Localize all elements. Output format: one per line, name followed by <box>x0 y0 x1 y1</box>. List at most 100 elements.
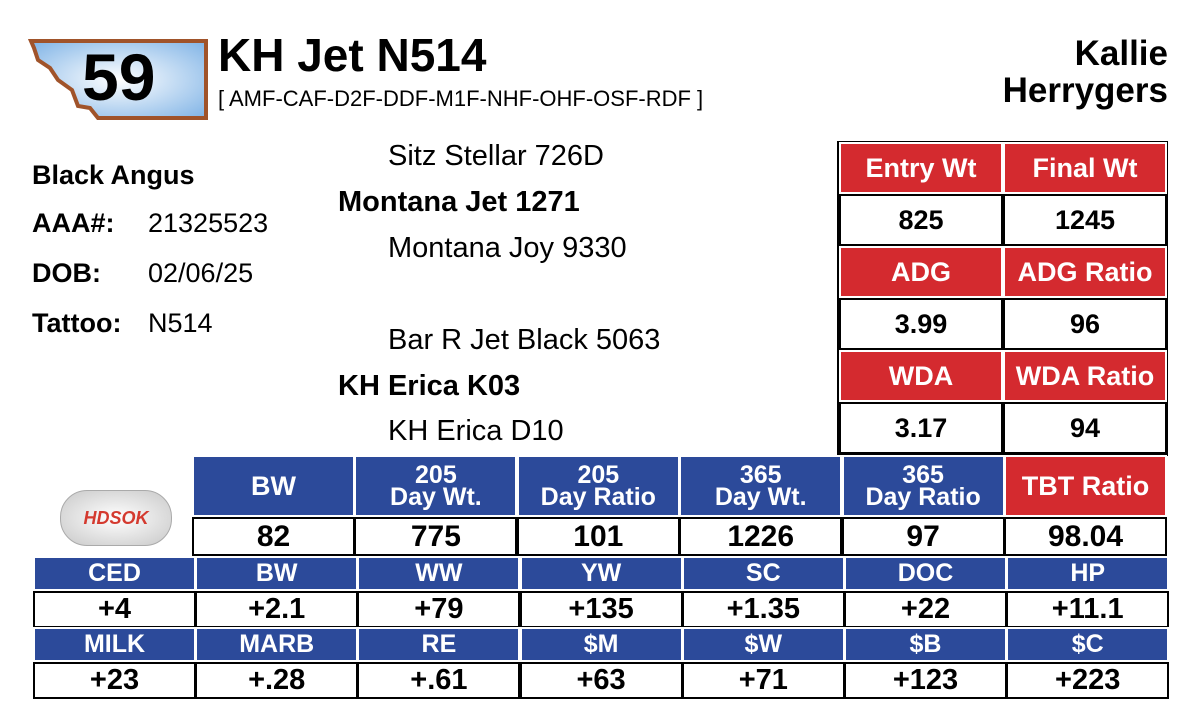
cell-text: Final Wt <box>1032 152 1138 183</box>
performance-header: BW <box>192 455 355 517</box>
cell-text: 365 <box>902 460 944 489</box>
cell-text: +22 <box>900 593 951 626</box>
info-value: 21325523 <box>148 208 269 238</box>
epd-header: BW <box>195 556 359 591</box>
epd-header: HP <box>1006 556 1170 591</box>
performance-value: 101 <box>516 517 680 556</box>
epd-value: +63 <box>519 662 683 699</box>
info-value: N514 <box>148 308 213 338</box>
cell-text: 96 <box>1069 308 1101 339</box>
performance-value: 98.04 <box>1004 517 1167 556</box>
breed: Black Angus <box>32 160 195 190</box>
pedigree-name: Bar R Jet Black 5063 <box>388 324 661 356</box>
cell-text: BW <box>251 470 296 501</box>
performance-value: 82 <box>192 517 355 556</box>
epd-value: +223 <box>1006 662 1170 699</box>
pedigree-name: Montana Jet 1271 <box>338 186 580 218</box>
cell-text: +71 <box>738 664 788 697</box>
cell-text: BW <box>255 559 298 588</box>
epd-header: $B <box>844 627 1007 662</box>
test-header: Entry Wt <box>839 142 1003 194</box>
owner: Kallie <box>1074 34 1168 73</box>
epd-header: $C <box>1006 627 1170 662</box>
test-header: WDA Ratio <box>1003 350 1167 402</box>
epd-value: +4 <box>33 591 196 628</box>
performance-header: 365 Day Ratio <box>841 455 1005 517</box>
epd-value: +22 <box>844 591 1007 628</box>
cell-text: $C <box>1071 630 1104 659</box>
cell-text: 205 <box>415 460 457 489</box>
cell-text: 98.04 <box>1047 520 1124 553</box>
epd-header: CED <box>33 556 196 591</box>
cell-text: 3.99 <box>894 308 948 339</box>
cell-text: YW <box>580 559 622 588</box>
cell-text: 101 <box>573 520 624 553</box>
test-value: 3.17 <box>839 402 1003 454</box>
test-header: ADG <box>839 246 1003 298</box>
test-header: Final Wt <box>1003 142 1167 194</box>
cell-text: $B <box>909 630 942 659</box>
epd-value: +11.1 <box>1006 591 1170 628</box>
epd-header: WW <box>357 556 521 591</box>
cell-text: Day Ratio <box>540 483 656 511</box>
epd-value: +135 <box>519 591 683 628</box>
test-value: 1245 <box>1003 194 1167 246</box>
cell-text: +.61 <box>410 664 468 697</box>
montana-shape <box>28 39 208 120</box>
epd-value: +2.1 <box>195 591 359 628</box>
cell-text: Day Wt. <box>390 483 482 511</box>
epd-value: +1.35 <box>681 591 845 628</box>
cell-text: +135 <box>568 593 634 626</box>
cell-text: 3.17 <box>894 412 948 443</box>
cell-text: 775 <box>410 520 461 553</box>
cell-text: +79 <box>414 593 464 626</box>
performance-header: 365 Day Wt. <box>679 455 843 517</box>
info-label: Tattoo: <box>32 308 122 338</box>
performance-value: 97 <box>841 517 1005 556</box>
cell-text: 82 <box>256 520 291 553</box>
performance-value: 775 <box>354 517 518 556</box>
cell-text: Day Wt. <box>714 483 807 511</box>
cell-text: +63 <box>576 664 626 697</box>
epd-header: RE <box>357 627 521 662</box>
cell-text: DOC <box>897 559 954 588</box>
test-value: 94 <box>1003 402 1167 454</box>
epd-value: +71 <box>681 662 845 699</box>
logo: HDSOK <box>60 490 172 546</box>
test-value: 3.99 <box>839 298 1003 350</box>
lot-number: 59 <box>82 40 156 114</box>
test-header: WDA <box>839 350 1003 402</box>
cell-text: TBT Ratio <box>1021 470 1150 501</box>
cell-text: Day Ratio <box>865 483 981 511</box>
cell-text: +1.35 <box>726 593 800 626</box>
cell-text: SC <box>745 559 781 588</box>
cell-text: +2.1 <box>248 593 306 626</box>
info-label: AAA#: <box>32 208 115 238</box>
cell-text: RE <box>421 630 457 659</box>
cell-text: +123 <box>892 664 959 697</box>
cell-text: Entry Wt <box>865 152 977 183</box>
test-value: 96 <box>1003 298 1167 350</box>
performance-header: 205 Day Wt. <box>354 455 518 517</box>
pedigree-name: KH Erica K03 <box>338 370 521 402</box>
epd-header: DOC <box>844 556 1007 591</box>
epd-value: +.28 <box>195 662 359 699</box>
cell-text: 1245 <box>1054 204 1116 235</box>
epd-value: +.61 <box>357 662 521 699</box>
cell-text: +4 <box>97 593 132 626</box>
cell-text: 205 <box>577 460 620 489</box>
info-label: DOB: <box>32 258 101 288</box>
epd-header: MARB <box>195 627 359 662</box>
cell-text: +.28 <box>248 664 306 697</box>
test-value: 825 <box>839 194 1003 246</box>
epd-header: SC <box>681 556 845 591</box>
cell-text: +23 <box>89 664 140 697</box>
cell-text: 97 <box>906 520 940 553</box>
epd-header: $M <box>519 627 683 662</box>
cell-text: WDA <box>888 360 954 391</box>
performance-header: 205 Day Ratio <box>516 455 680 517</box>
designations: [ AMF-CAF-D2F-DDF-M1F-NHF-OHF-OSF-RDF ] <box>218 86 704 111</box>
performance-value: 1226 <box>679 517 843 556</box>
epd-value: +79 <box>357 591 521 628</box>
